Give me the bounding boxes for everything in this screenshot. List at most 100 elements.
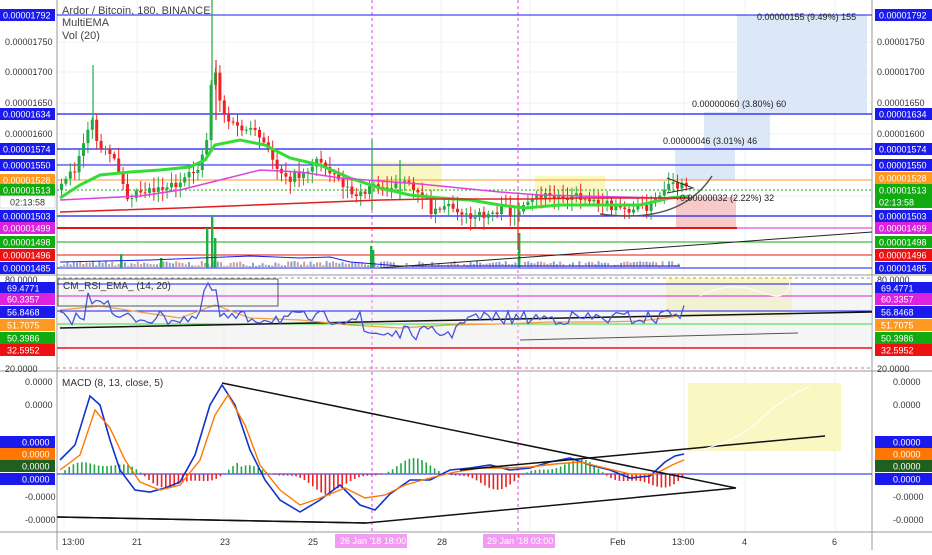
price-label-right: [875, 9, 932, 21]
macd-label-right: [875, 460, 932, 472]
volume-bar: [261, 263, 264, 268]
volume-bar: [92, 261, 94, 268]
macd-histogram-bar: [501, 474, 503, 490]
macd-histogram-bar: [64, 470, 66, 474]
volume-bar: [149, 263, 152, 268]
volume-bar: [376, 265, 379, 268]
candle-body: [354, 194, 358, 197]
candle-body: [156, 187, 160, 192]
macd-histogram-bar: [324, 474, 327, 495]
macd-histogram-bar: [299, 474, 301, 478]
price-label-right-text: 0.00001503: [879, 212, 927, 222]
rsi-tick-top: 80.0000: [877, 275, 910, 285]
volume-bar: [255, 265, 258, 268]
price-label-left: [0, 108, 55, 120]
macd-histogram-bar: [669, 474, 671, 487]
macd-projection: [699, 385, 811, 451]
price-label-left: [0, 262, 55, 274]
volume-bar: [204, 262, 206, 268]
candle-body: [350, 186, 354, 195]
volume-bar: [88, 262, 91, 268]
macd-histogram-bar: [522, 474, 524, 475]
macd-histogram-bar: [488, 474, 490, 488]
macd-histogram-bar: [593, 465, 595, 474]
macd-histogram-bar: [622, 474, 625, 482]
candle-body: [275, 159, 279, 169]
candle-body: [99, 140, 103, 150]
candle-body: [530, 199, 534, 202]
macd-histogram-bar: [601, 472, 604, 474]
volume-bar: [181, 263, 184, 268]
price-label-left-text: 0.00001574: [3, 145, 51, 155]
volume-bar: [645, 261, 648, 268]
volume-spike: [206, 228, 209, 268]
rsi-label-right-text: 69.4771: [881, 284, 914, 294]
price-label-left-text: 0.00001496: [3, 251, 51, 261]
macd-histogram-bar: [106, 466, 108, 474]
rsi-title: CM_RSI_EMA_ (14, 20): [63, 281, 171, 292]
rsi-label-left-text: 56.8468: [7, 308, 40, 318]
volume-bar: [124, 262, 126, 268]
candle-body: [262, 137, 266, 143]
macd-label-left: [0, 473, 55, 485]
y-tick-right: 0.00001600: [877, 129, 925, 139]
macd-histogram-bar: [278, 474, 280, 476]
candle-body: [605, 200, 609, 206]
crosshair-date-2-text: 29 Jan '18 03:00: [487, 536, 553, 546]
price-label-right-text: 0.00001792: [879, 11, 927, 21]
macd-histogram-bar: [249, 465, 251, 474]
volume-bar: [322, 265, 325, 268]
volume-bar: [85, 262, 88, 268]
macd-label-left: [0, 436, 55, 448]
macd-label-right: [875, 473, 932, 485]
macd-histogram-bar: [421, 459, 423, 474]
macd-label-right: [875, 436, 932, 448]
rsi-tick-top: 80.0000: [5, 275, 38, 285]
rsi-label-right-text: 50.3986: [881, 334, 914, 344]
macd-histogram-bar: [375, 474, 377, 476]
candle-body: [526, 201, 530, 206]
volume-bar: [364, 264, 366, 268]
candle-body: [227, 114, 231, 122]
macd-histogram-bar: [370, 474, 373, 476]
price-label-right-text: 0.00001550: [879, 161, 927, 171]
price-label-left-text: 0.00001498: [3, 238, 51, 248]
macd-histogram-bar: [580, 459, 583, 474]
volume-bar: [540, 261, 542, 268]
macd-histogram-bar: [169, 474, 171, 487]
rsi-tick-bottom: 20.0000: [877, 364, 910, 374]
volume-bar: [293, 261, 296, 268]
candle-body: [104, 148, 107, 150]
volume-spike: [372, 250, 375, 268]
macd-histogram-bar: [517, 474, 520, 478]
macd-histogram-bar: [492, 474, 495, 490]
macd-histogram-bar: [261, 469, 264, 474]
rsi-line: [59, 281, 685, 341]
volume-bar: [143, 262, 146, 268]
volume-bar: [306, 264, 309, 268]
rsi-label-left: [0, 319, 55, 331]
volume-bar: [242, 264, 245, 268]
volume-bar: [69, 264, 72, 268]
candle-body: [148, 188, 151, 193]
candle-body: [258, 129, 261, 138]
rsi-label-left-text: 50.3986: [7, 334, 40, 344]
candle-body: [508, 205, 512, 216]
macd-histogram-bar: [68, 466, 70, 474]
macd-histogram-bar: [257, 467, 259, 474]
macd-histogram-bar: [97, 465, 100, 474]
candle-body: [552, 196, 556, 199]
price-label-right-text: 0.00001496: [879, 251, 927, 261]
price-label-left: [0, 210, 55, 222]
macd-histogram-bar: [673, 474, 675, 485]
candle-body: [117, 158, 121, 173]
macd-histogram-bar: [333, 474, 335, 490]
price-label-right-text: 0.00001574: [879, 145, 927, 155]
macd-histogram-bar: [660, 474, 663, 488]
candle-body: [592, 199, 596, 202]
macd-histogram-bar: [526, 472, 528, 474]
volume-bar: [140, 264, 142, 268]
price-label-right: [875, 108, 932, 120]
